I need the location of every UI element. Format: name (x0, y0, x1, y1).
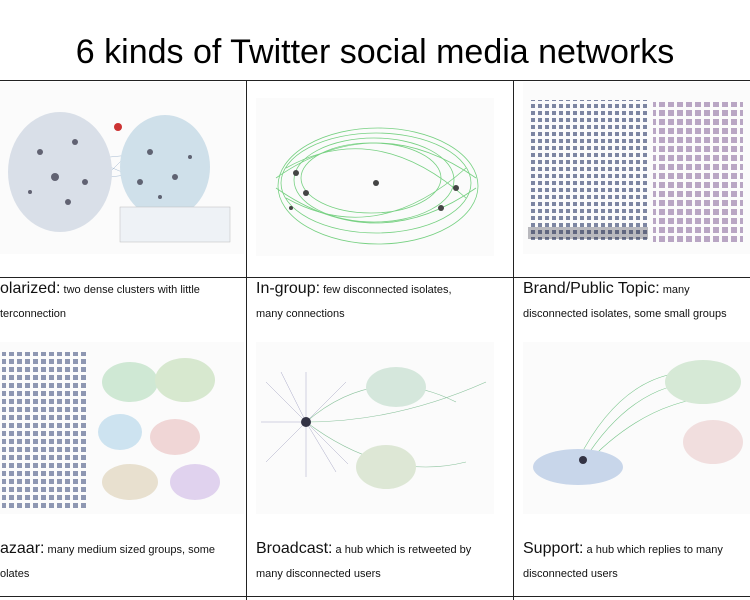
network-graph-broadcast (256, 342, 494, 514)
caption-bazaar: azaar: many medium sized groups, some ol… (0, 537, 244, 593)
caption-description-line2: olates (0, 568, 30, 580)
row-divider (0, 277, 750, 278)
caption-description-line2: terconnection (0, 308, 67, 320)
caption-heading: Brand/Public Topic: (523, 280, 660, 297)
network-graph-in-group (256, 98, 494, 256)
page-title: 6 kinds of Twitter social media networks (75, 33, 675, 71)
caption-heading: olarized: (0, 280, 61, 297)
row-divider (0, 336, 750, 337)
caption-description: few disconnected isolates, (323, 284, 452, 296)
caption-broadcast: Broadcast: a hub which is retweeted by m… (256, 537, 512, 593)
caption-in-group: In-group: few disconnected isolates, man… (256, 277, 512, 333)
network-grid: olarized: two dense clusters with little… (0, 80, 750, 600)
network-graph-brand (523, 82, 750, 254)
column-divider (513, 80, 514, 600)
column-divider (246, 80, 247, 600)
network-graph-support (523, 342, 750, 514)
caption-description: a hub which replies to many (586, 544, 723, 556)
caption-heading: Support: (523, 540, 584, 557)
caption-brand: Brand/Public Topic: many disconnected is… (523, 277, 750, 333)
network-graph-bazaar (0, 342, 244, 514)
caption-heading: azaar: (0, 540, 45, 557)
caption-heading: Broadcast: (256, 540, 333, 557)
row-divider (0, 80, 750, 81)
caption-description: a hub which is retweeted by (335, 544, 472, 556)
row-divider (0, 596, 750, 597)
caption-support: Support: a hub which replies to many dis… (523, 537, 750, 593)
caption-description-line2: disconnected users (523, 568, 618, 580)
caption-description-line2: many connections (256, 308, 345, 320)
caption-polarized: olarized: two dense clusters with little… (0, 277, 244, 333)
caption-heading: In-group: (256, 280, 321, 297)
caption-description-line2: disconnected isolates, some small groups (523, 308, 727, 320)
caption-description: many (662, 284, 690, 296)
caption-description: many medium sized groups, some (47, 544, 216, 556)
caption-description: two dense clusters with little (63, 284, 200, 296)
caption-description-line2: many disconnected users (256, 568, 381, 580)
network-graph-polarized (0, 82, 244, 254)
